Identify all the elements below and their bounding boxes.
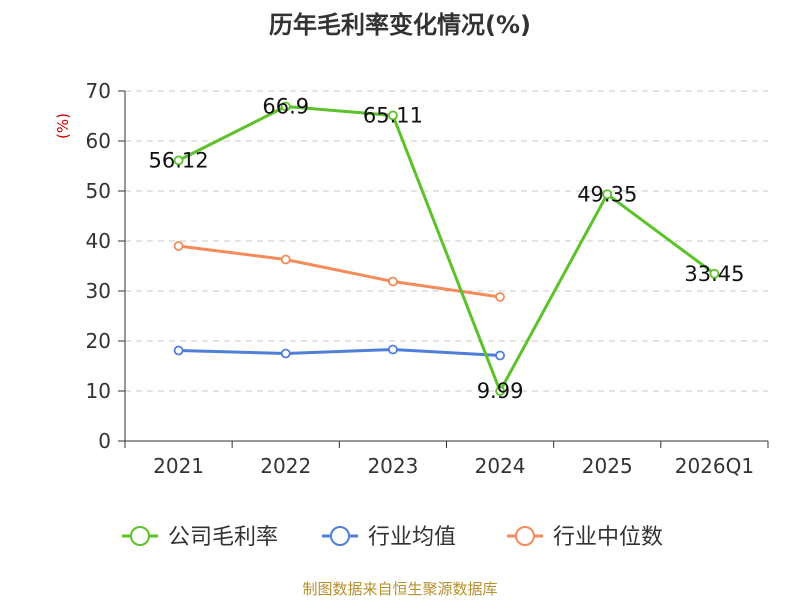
data-point xyxy=(280,348,291,359)
data-label: 65.11 xyxy=(363,103,423,127)
legend-marker xyxy=(515,526,535,546)
data-labels: 56.12 66.9 65.11 9.99 49.35 33.45 xyxy=(149,95,745,404)
data-label: 49.35 xyxy=(577,182,637,206)
axes: 0 10 20 30 40 50 60 70 2021 2022 2023 2024 2025 2026Q… xyxy=(86,79,769,478)
x-tick-label: 2025 xyxy=(582,454,633,478)
legend-item-0[interactable]: 公司毛利率 xyxy=(122,525,278,550)
legend[interactable]: 公司毛利率 行业均值 行业中位数 xyxy=(122,525,663,550)
legend-item-1[interactable]: 行业均值 xyxy=(322,525,456,550)
data-point xyxy=(709,268,720,279)
data-label: 66.9 xyxy=(262,95,309,119)
chart-title: 历年毛利率变化情况(%) xyxy=(269,11,531,39)
series-group xyxy=(173,101,720,396)
legend-marker xyxy=(330,526,350,546)
legend-marker xyxy=(130,526,150,546)
data-point xyxy=(173,345,184,356)
data-point xyxy=(388,276,398,287)
legend-item-2[interactable]: 行业中位数 xyxy=(507,525,663,550)
y-tick-label: 60 xyxy=(86,129,111,153)
data-point xyxy=(495,386,505,396)
data-label: 33.45 xyxy=(684,262,744,286)
series-0 xyxy=(173,101,720,396)
y-tick-label: 40 xyxy=(86,229,111,253)
data-point xyxy=(495,350,505,361)
data-point xyxy=(173,155,184,166)
legend-label: 行业中位数 xyxy=(553,525,663,550)
source-note: 制图数据来自恒生聚源数据库 xyxy=(302,580,497,598)
series-line xyxy=(178,244,501,299)
y-tick-label: 30 xyxy=(86,279,111,303)
legend-label: 行业均值 xyxy=(368,525,456,550)
legend-label: 公司毛利率 xyxy=(168,525,278,550)
gridlines xyxy=(125,90,768,392)
data-point xyxy=(495,292,505,302)
series-2 xyxy=(173,241,505,302)
y-tick-label: 50 xyxy=(86,179,111,203)
data-label: 9.99 xyxy=(477,379,524,403)
x-tick-label: 2021 xyxy=(153,454,204,478)
data-point xyxy=(280,254,291,265)
data-point xyxy=(388,344,398,355)
data-point xyxy=(173,241,184,251)
y-tick-label: 70 xyxy=(86,79,111,103)
data-point xyxy=(280,101,291,112)
y-tick-label: 20 xyxy=(86,329,111,353)
x-tick-label: 2024 xyxy=(475,454,526,478)
series-line xyxy=(177,105,716,393)
x-tick-label: 2026Q1 xyxy=(675,454,754,478)
x-tick-label: 2023 xyxy=(367,454,418,478)
x-tick-label: 2022 xyxy=(260,454,311,478)
data-point xyxy=(388,110,398,121)
data-label: 56.12 xyxy=(149,148,209,172)
series-1 xyxy=(173,344,505,361)
series-line xyxy=(178,348,501,357)
y-tick-label: 10 xyxy=(86,379,111,403)
y-tick-label: 0 xyxy=(98,429,111,453)
y-axis-unit-label: (%) xyxy=(54,113,72,139)
data-point xyxy=(602,189,613,200)
